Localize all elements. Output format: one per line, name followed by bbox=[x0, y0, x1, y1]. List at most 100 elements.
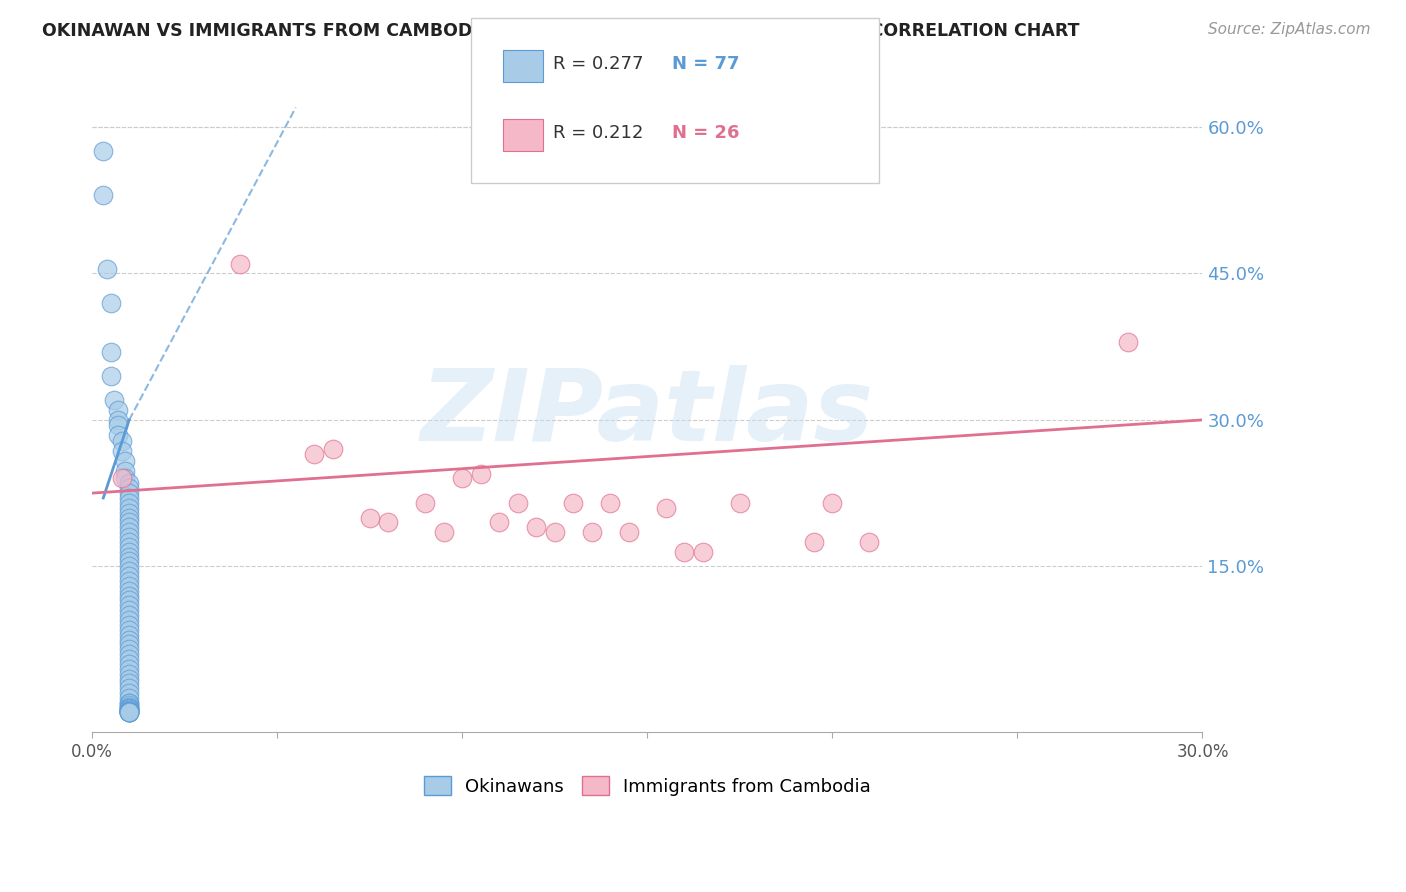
Point bbox=[118, 702, 141, 716]
Text: OKINAWAN VS IMMIGRANTS FROM CAMBODIA 3 OR MORE VEHICLES IN HOUSEHOLD CORRELATION: OKINAWAN VS IMMIGRANTS FROM CAMBODIA 3 O… bbox=[42, 22, 1080, 40]
Point bbox=[562, 496, 585, 510]
Point bbox=[413, 496, 436, 510]
Legend: Okinawans, Immigrants from Cambodia: Okinawans, Immigrants from Cambodia bbox=[416, 769, 879, 803]
Text: ZIPatlas: ZIPatlas bbox=[420, 365, 875, 462]
Point bbox=[524, 520, 547, 534]
Point bbox=[118, 613, 141, 627]
Point bbox=[617, 525, 640, 540]
Point bbox=[581, 525, 603, 540]
Point bbox=[118, 704, 141, 718]
Point bbox=[118, 681, 141, 696]
Point bbox=[544, 525, 567, 540]
Point bbox=[322, 442, 344, 457]
Point bbox=[728, 496, 751, 510]
Point bbox=[118, 696, 141, 710]
Point bbox=[118, 704, 141, 718]
Point bbox=[803, 535, 825, 549]
Point bbox=[114, 454, 136, 468]
Point bbox=[118, 554, 141, 568]
Point bbox=[118, 705, 141, 719]
Point bbox=[118, 686, 141, 700]
Point bbox=[433, 525, 456, 540]
Point bbox=[118, 705, 141, 719]
Point bbox=[692, 544, 714, 558]
Point bbox=[599, 496, 621, 510]
Point bbox=[107, 417, 129, 432]
Point bbox=[118, 623, 141, 637]
Point bbox=[673, 544, 696, 558]
Point bbox=[118, 491, 141, 505]
Point bbox=[118, 510, 141, 524]
Point bbox=[118, 666, 141, 681]
Point bbox=[111, 444, 134, 458]
Point bbox=[118, 618, 141, 632]
Point bbox=[100, 295, 122, 310]
Text: Source: ZipAtlas.com: Source: ZipAtlas.com bbox=[1208, 22, 1371, 37]
Point bbox=[488, 516, 510, 530]
Point bbox=[118, 593, 141, 607]
Point bbox=[118, 701, 141, 715]
Text: N = 26: N = 26 bbox=[672, 124, 740, 142]
Point bbox=[118, 564, 141, 578]
Point bbox=[100, 344, 122, 359]
Point bbox=[118, 705, 141, 719]
Point bbox=[118, 540, 141, 554]
Point bbox=[118, 599, 141, 613]
Point bbox=[114, 464, 136, 478]
Point bbox=[506, 496, 529, 510]
Point bbox=[118, 703, 141, 717]
Point bbox=[451, 471, 474, 485]
Point bbox=[377, 516, 399, 530]
Point bbox=[107, 427, 129, 442]
Point bbox=[118, 627, 141, 641]
Point bbox=[118, 500, 141, 515]
Point bbox=[118, 647, 141, 661]
Point bbox=[118, 574, 141, 588]
Point bbox=[118, 559, 141, 574]
Point bbox=[118, 632, 141, 647]
Point bbox=[111, 471, 134, 485]
Point bbox=[118, 696, 141, 710]
Point bbox=[655, 500, 678, 515]
Point bbox=[229, 257, 252, 271]
Text: R = 0.277: R = 0.277 bbox=[553, 55, 643, 73]
Point bbox=[118, 496, 141, 510]
Point bbox=[107, 413, 129, 427]
Point bbox=[103, 393, 125, 408]
Text: N = 77: N = 77 bbox=[672, 55, 740, 73]
Point bbox=[118, 516, 141, 530]
Point bbox=[118, 569, 141, 583]
Point bbox=[91, 145, 114, 159]
Point bbox=[118, 657, 141, 671]
Point bbox=[118, 535, 141, 549]
Point bbox=[118, 701, 141, 715]
Point bbox=[118, 579, 141, 593]
Point bbox=[118, 520, 141, 534]
Point bbox=[821, 496, 844, 510]
Point bbox=[118, 705, 141, 719]
Point bbox=[96, 261, 118, 276]
Point bbox=[302, 447, 325, 461]
Point bbox=[118, 652, 141, 666]
Point bbox=[118, 705, 141, 719]
Point bbox=[118, 583, 141, 598]
Point bbox=[118, 549, 141, 564]
Point bbox=[100, 369, 122, 384]
Point bbox=[118, 699, 141, 714]
Point bbox=[118, 530, 141, 544]
Text: R = 0.212: R = 0.212 bbox=[553, 124, 643, 142]
Point bbox=[118, 589, 141, 603]
Point bbox=[118, 705, 141, 719]
Point bbox=[118, 525, 141, 540]
Point bbox=[118, 642, 141, 657]
Point bbox=[118, 481, 141, 495]
Point bbox=[91, 188, 114, 202]
Point bbox=[359, 510, 381, 524]
Point bbox=[1118, 334, 1140, 349]
Point bbox=[118, 637, 141, 651]
Point bbox=[111, 434, 134, 449]
Point bbox=[118, 476, 141, 491]
Point bbox=[118, 698, 141, 712]
Point bbox=[118, 662, 141, 676]
Point bbox=[118, 603, 141, 617]
